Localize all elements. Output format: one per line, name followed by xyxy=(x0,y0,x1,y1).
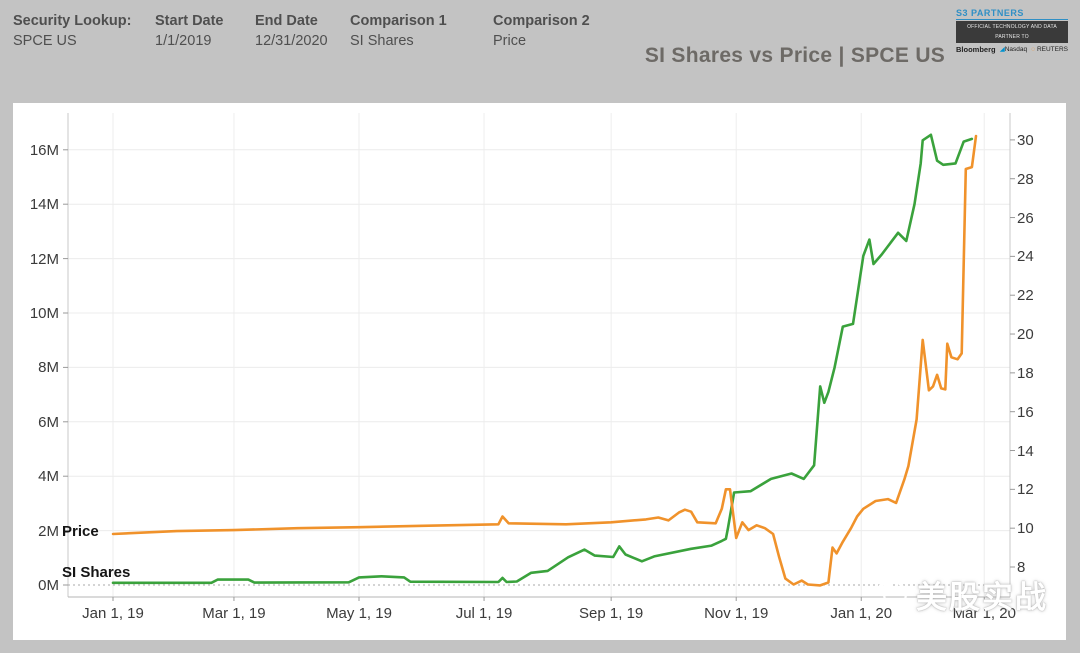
y-axis-left-tick-label: 0M xyxy=(38,577,59,594)
bloomberg-logo: Bloomberg xyxy=(956,45,996,54)
y-axis-left-tick-label: 2M xyxy=(38,522,59,540)
y-axis-right-tick-label: 24 xyxy=(1017,248,1034,266)
partner-logos-row: Bloomberg ◢Nasdaq ◌ REUTERS xyxy=(956,45,1068,55)
y-axis-left-tick-label: 4M xyxy=(38,468,59,486)
y-axis-left-tick-label: 10M xyxy=(29,305,59,322)
x-axis-tick-label: Mar 1, 20 xyxy=(952,605,1016,622)
y-axis-left-tick-label: 12M xyxy=(29,250,59,268)
x-axis-tick-label: Sep 1, 19 xyxy=(579,605,644,622)
reuters-orb-icon: ◌ xyxy=(1031,46,1036,53)
price-line xyxy=(111,134,978,587)
field-comparison-2-label: Comparison 2 xyxy=(493,13,590,29)
y-axis-left-tick-label: 16M xyxy=(29,141,59,159)
field-comparison-2: Comparison 2 Price xyxy=(493,11,590,51)
nasdaq-logo: ◢Nasdaq xyxy=(999,46,1028,53)
price-series-label: Price xyxy=(62,523,99,540)
field-start-date-label: Start Date xyxy=(155,13,224,29)
si-shares-line xyxy=(111,133,974,585)
y-axis-left-tick-label: 14M xyxy=(29,196,59,214)
y-axis-right-tick-label: 10 xyxy=(1017,520,1034,538)
x-axis-tick-label: Nov 1, 19 xyxy=(704,605,769,622)
field-end-date: End Date 12/31/2020 xyxy=(255,11,328,51)
field-comparison-1: Comparison 1 SI Shares xyxy=(350,11,447,51)
y-axis-right-tick-label: 18 xyxy=(1017,364,1034,382)
field-end-date-value: 12/31/2020 xyxy=(255,33,328,49)
field-start-date: Start Date 1/1/2019 xyxy=(155,11,224,51)
x-axis-tick-label: May 1, 19 xyxy=(326,605,392,622)
chart-panel: 0M 2M 4M 6M 8M 10M 12M 14M 16M 8 10 12 14 16 18 20 22 24 2… xyxy=(13,103,1066,640)
y-axis-right-tick-label: 14 xyxy=(1017,442,1034,460)
y-axis-right-tick-label: 16 xyxy=(1017,403,1034,421)
y-axis-right-tick-label: 30 xyxy=(1017,131,1034,149)
y-axis-right-tick-label: 26 xyxy=(1017,209,1034,227)
field-security-lookup-label: Security Lookup: xyxy=(13,13,132,29)
s3-partners-tagline: OFFICIAL TECHNOLOGY AND DATA PARTNER TO xyxy=(956,21,1068,43)
field-security-lookup: Security Lookup: SPCE US xyxy=(13,11,131,51)
field-comparison-1-value: SI Shares xyxy=(350,33,414,49)
x-axis-tick-label: Mar 1, 19 xyxy=(202,605,266,622)
y-axis-right-tick-label: 12 xyxy=(1017,481,1034,499)
s3-partners-brand: S3 PARTNERS xyxy=(956,8,1068,20)
y-axis-right-tick-label: 20 xyxy=(1017,326,1034,344)
x-axis-tick-label: Jul 1, 19 xyxy=(455,605,513,622)
y-axis-left-tick-label: 6M xyxy=(38,413,59,431)
x-axis-tick-label: Jan 1, 20 xyxy=(830,605,893,622)
y-axis-right-tick-label: 8 xyxy=(1017,559,1026,576)
nasdaq-icon: ◢ xyxy=(999,46,1005,53)
y-axis-left-tick-label: 8M xyxy=(38,359,59,377)
field-security-lookup-value: SPCE US xyxy=(13,33,77,49)
si-shares-series-label: SI Shares xyxy=(62,564,131,581)
y-axis-right-tick-label: 28 xyxy=(1017,170,1034,188)
page-title: SI Shares vs Price | SPCE US xyxy=(644,44,946,67)
field-comparison-2-value: Price xyxy=(493,33,527,49)
field-start-date-value: 1/1/2019 xyxy=(155,33,212,49)
field-comparison-1-label: Comparison 1 xyxy=(350,13,447,29)
x-axis-tick-label: Jan 1, 19 xyxy=(82,605,144,622)
reuters-logo: ◌ REUTERS xyxy=(1031,46,1068,53)
field-end-date-label: End Date xyxy=(255,13,318,29)
s3-partners-logo: S3 PARTNERS OFFICIAL TECHNOLOGY AND DATA… xyxy=(956,8,1068,55)
y-axis-right-tick-label: 22 xyxy=(1017,287,1034,305)
chart-canvas xyxy=(63,113,1015,601)
